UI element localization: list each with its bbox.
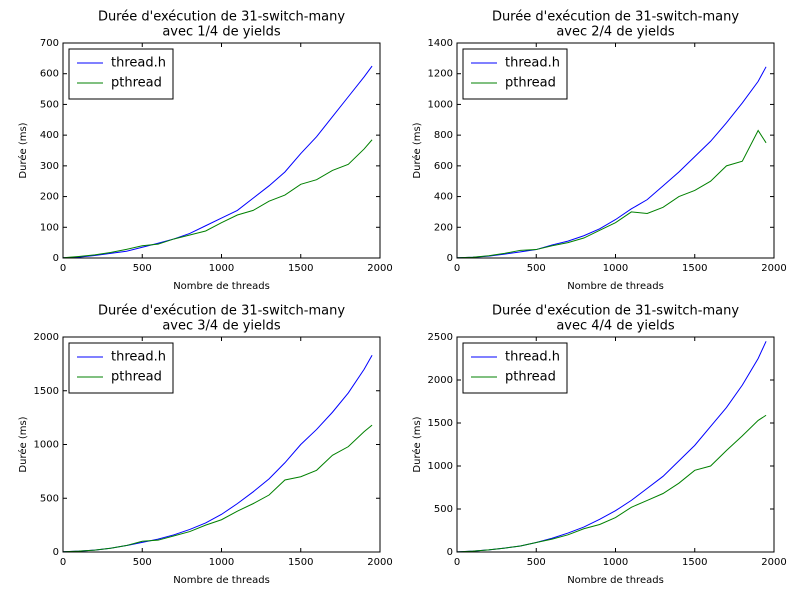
y-tick-label: 1500	[34, 386, 59, 397]
y-tick-label: 300	[40, 161, 59, 172]
y-tick-label: 500	[40, 493, 59, 504]
chart-title: Durée d'exécution de 31-switch-many	[98, 10, 345, 25]
series-line	[456, 129, 767, 259]
x-tick-label: 0	[454, 263, 460, 274]
y-tick-label: 600	[434, 161, 453, 172]
x-tick-label: 0	[454, 557, 460, 568]
series-line	[456, 414, 767, 553]
x-axis-label: Nombre de threads	[567, 575, 664, 586]
y-tick-label: 0	[53, 253, 59, 264]
plot-frame	[62, 336, 381, 553]
y-tick-label: 100	[40, 222, 59, 233]
x-axis-label: Nombre de threads	[173, 575, 270, 586]
chart-title: avec 4/4 de yields	[556, 319, 675, 334]
x-axis-label: Nombre de threads	[173, 281, 270, 292]
x-tick-label: 0	[60, 263, 66, 274]
chart-title: Durée d'exécution de 31-switch-many	[492, 10, 739, 25]
y-tick-label: 1200	[428, 69, 453, 80]
x-tick-label: 2000	[367, 557, 392, 568]
x-axis-label: Nombre de threads	[567, 281, 664, 292]
chart-title: avec 2/4 de yields	[556, 25, 675, 40]
y-tick-label: 1000	[428, 461, 453, 472]
y-tick-label: 600	[40, 69, 59, 80]
legend-label: thread.h	[111, 56, 166, 71]
legend-box	[462, 48, 568, 100]
y-tick-label: 1400	[428, 38, 453, 49]
x-tick-label: 500	[527, 557, 546, 568]
x-tick-label: 500	[133, 557, 152, 568]
x-tick-label: 1500	[288, 263, 313, 274]
y-tick-label: 200	[40, 192, 59, 203]
y-tick-label: 1000	[34, 440, 59, 451]
chart-title: avec 3/4 de yields	[162, 319, 281, 334]
x-tick-label: 1000	[603, 557, 628, 568]
y-tick-label: 0	[447, 547, 453, 558]
x-tick-label: 2000	[761, 263, 786, 274]
x-tick-label: 1000	[603, 263, 628, 274]
x-tick-label: 2000	[367, 263, 392, 274]
x-tick-label: 1500	[682, 263, 707, 274]
legend-label: thread.h	[111, 350, 166, 365]
plot-frame	[456, 42, 775, 259]
y-axis-label: Durée (ms)	[411, 122, 423, 178]
x-tick-label: 2000	[761, 557, 786, 568]
legend-box	[68, 48, 174, 100]
series-line	[456, 66, 767, 259]
plot-frame	[62, 42, 381, 259]
y-tick-label: 0	[447, 253, 453, 264]
chart-title: Durée d'exécution de 31-switch-many	[98, 304, 345, 319]
x-tick-label: 1500	[682, 557, 707, 568]
legend-label: thread.h	[505, 56, 560, 71]
x-tick-label: 0	[60, 557, 66, 568]
y-tick-label: 200	[434, 222, 453, 233]
chart-title: avec 1/4 de yields	[162, 25, 281, 40]
legend-label: pthread	[111, 76, 162, 91]
y-tick-label: 400	[40, 130, 59, 141]
legend-label: pthread	[111, 370, 162, 385]
series-line	[62, 65, 373, 259]
legend-label: pthread	[505, 370, 556, 385]
y-tick-label: 0	[53, 547, 59, 558]
y-tick-label: 500	[40, 99, 59, 110]
y-axis-label: Durée (ms)	[17, 416, 29, 472]
x-tick-label: 1000	[209, 263, 234, 274]
y-tick-label: 700	[40, 38, 59, 49]
x-tick-label: 1000	[209, 557, 234, 568]
y-axis-label: Durée (ms)	[411, 416, 423, 472]
legend-label: pthread	[505, 76, 556, 91]
x-tick-label: 500	[133, 263, 152, 274]
y-tick-label: 800	[434, 130, 453, 141]
y-tick-label: 2500	[428, 332, 453, 343]
legend-label: thread.h	[505, 350, 560, 365]
y-tick-label: 2000	[34, 332, 59, 343]
x-tick-label: 500	[527, 263, 546, 274]
y-tick-label: 2000	[428, 375, 453, 386]
y-axis-label: Durée (ms)	[17, 122, 29, 178]
legend-box	[68, 342, 174, 394]
y-tick-label: 500	[434, 504, 453, 515]
series-line	[62, 424, 373, 553]
x-tick-label: 1500	[288, 557, 313, 568]
plot-frame	[456, 336, 775, 553]
chart-title: Durée d'exécution de 31-switch-many	[492, 304, 739, 319]
y-tick-label: 1000	[428, 99, 453, 110]
legend-box	[462, 342, 568, 394]
y-tick-label: 400	[434, 192, 453, 203]
y-tick-label: 1500	[428, 418, 453, 429]
series-line	[62, 139, 373, 259]
